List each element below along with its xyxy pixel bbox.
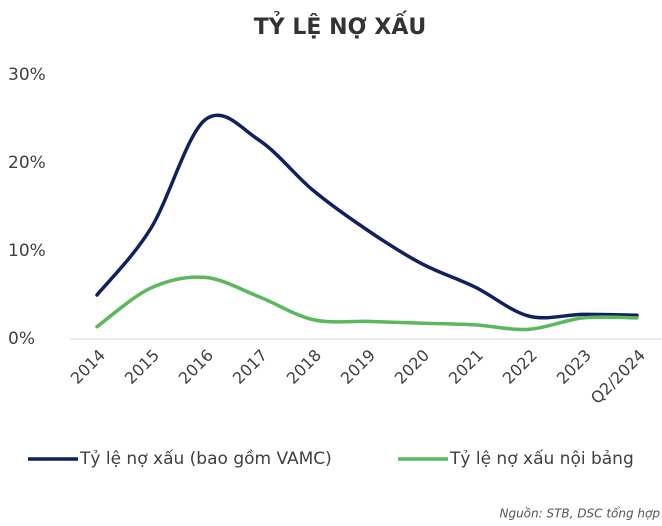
- y-tick-label: 30%: [8, 65, 46, 85]
- series-line: [95, 113, 639, 320]
- chart-title: TỶ LỆ NỢ XẤU: [254, 11, 426, 40]
- x-tick-label: Q2/2024: [587, 346, 649, 408]
- y-tick-label: 0%: [8, 329, 35, 349]
- legend-label: Tỷ lệ nợ xấu nội bảng: [449, 448, 634, 469]
- x-tick-label: 2018: [283, 346, 325, 388]
- y-tick-label: 10%: [8, 241, 46, 261]
- x-tick-label: 2015: [121, 346, 163, 388]
- x-tick-label: 2014: [67, 346, 109, 388]
- x-tick-label: 2019: [337, 346, 379, 388]
- x-tick-label: 2022: [499, 346, 541, 388]
- x-tick-label: 2023: [553, 346, 595, 388]
- series-line: [95, 275, 639, 332]
- source-note: Nguồn: STB, DSC tổng hợp: [499, 507, 660, 521]
- x-tick-label: 2016: [175, 346, 217, 388]
- y-tick-label: 20%: [8, 153, 46, 173]
- x-tick-label: 2020: [391, 346, 433, 388]
- legend-label: Tỷ lệ nợ xấu (bao gồm VAMC): [79, 448, 332, 469]
- x-tick-label: 2017: [229, 346, 271, 388]
- x-tick-label: 2021: [445, 346, 487, 388]
